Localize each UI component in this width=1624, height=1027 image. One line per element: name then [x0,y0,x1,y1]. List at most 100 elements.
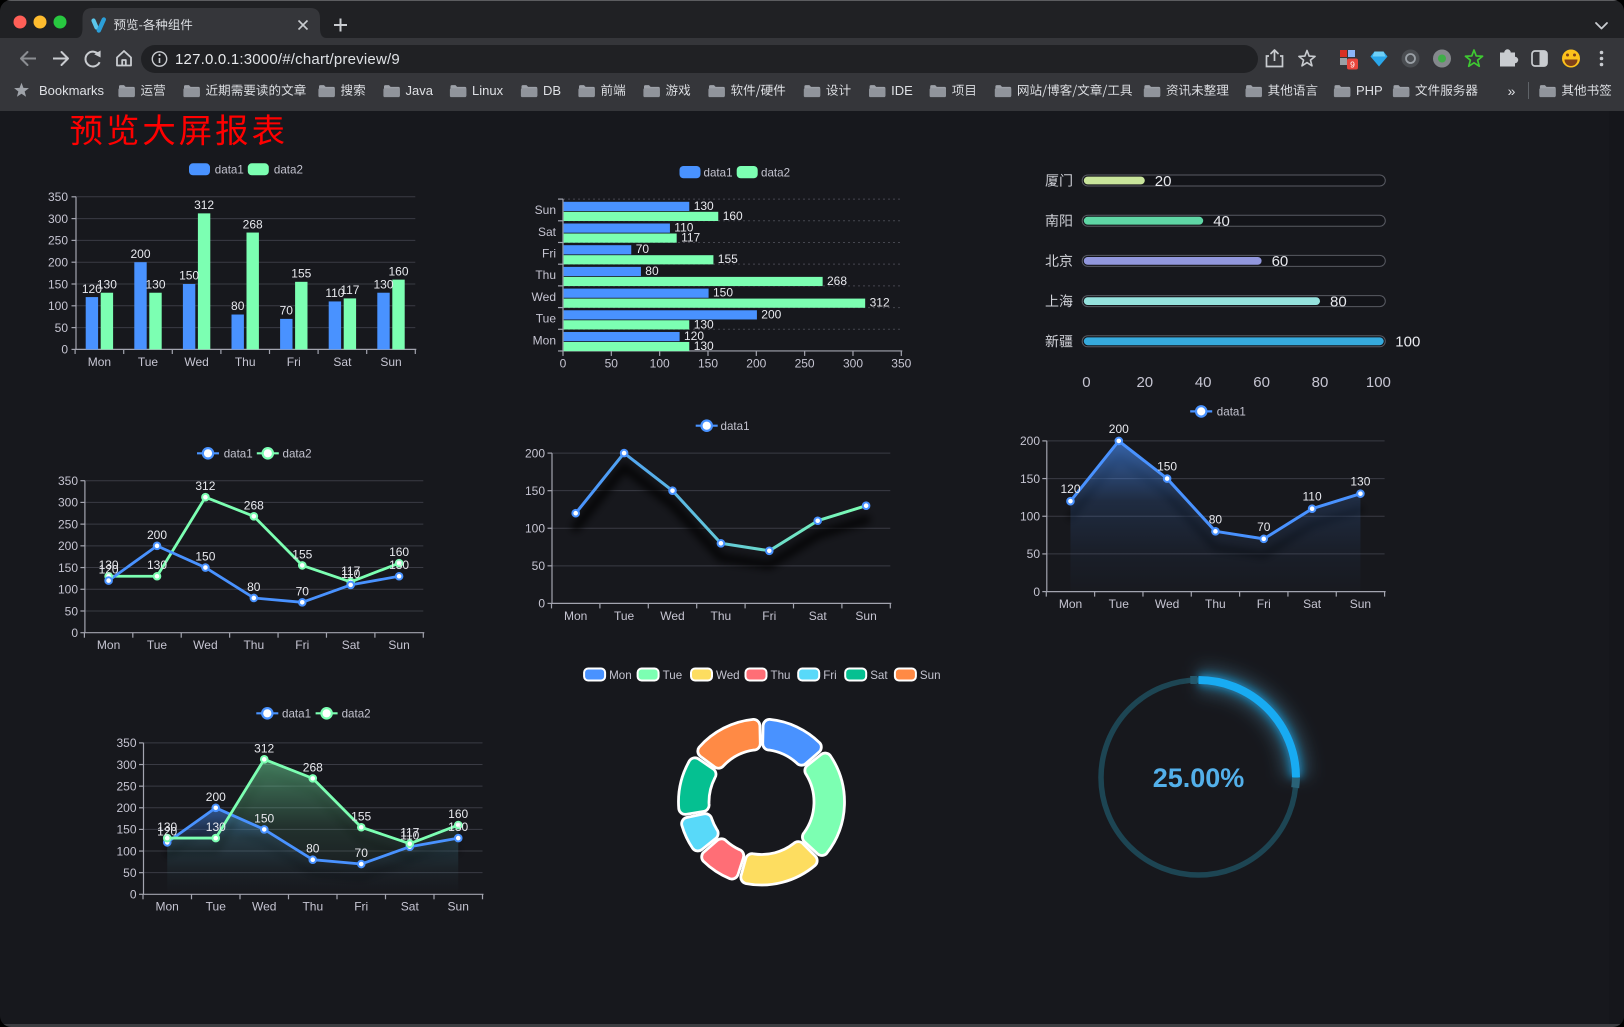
svg-text:80: 80 [1330,293,1347,310]
svg-text:130: 130 [97,277,117,291]
svg-text:150: 150 [58,561,78,575]
svg-text:Sat: Sat [342,638,361,652]
svg-text:120: 120 [99,563,119,577]
svg-text:130: 130 [206,820,226,834]
svg-text:20: 20 [1155,173,1172,190]
svg-text:130: 130 [694,317,714,331]
svg-text:312: 312 [195,479,215,493]
svg-text:200: 200 [1020,434,1040,448]
svg-text:155: 155 [291,267,311,281]
svg-text:Sat: Sat [401,900,420,914]
svg-text:Mon: Mon [156,900,179,914]
svg-text:155: 155 [292,547,312,561]
svg-text:Thu: Thu [1205,597,1226,611]
svg-text:Mon: Mon [97,638,120,652]
svg-text:130: 130 [145,277,165,291]
svg-text:268: 268 [243,217,263,231]
svg-text:Mon: Mon [1059,597,1082,611]
svg-text:312: 312 [870,296,890,310]
svg-text:160: 160 [389,545,409,559]
svg-text:350: 350 [116,736,136,750]
svg-text:100: 100 [48,299,68,313]
svg-text:Sat: Sat [809,609,828,623]
svg-text:100: 100 [525,522,545,536]
svg-text:110: 110 [674,221,693,235]
svg-text:data2: data2 [283,447,312,460]
svg-text:0: 0 [1033,585,1040,599]
svg-text:200: 200 [147,528,167,542]
svg-text:Thu: Thu [771,669,791,682]
svg-text:data2: data2 [274,163,303,176]
svg-text:Thu: Thu [235,355,256,369]
svg-text:80: 80 [247,580,261,594]
svg-text:Mon: Mon [88,355,111,369]
svg-text:268: 268 [244,498,264,512]
svg-text:Wed: Wed [716,669,740,682]
svg-text:Sun: Sun [448,900,469,914]
svg-text:250: 250 [48,234,68,248]
svg-text:80: 80 [1209,512,1223,526]
svg-text:110: 110 [400,829,419,843]
svg-text:155: 155 [718,252,738,266]
svg-text:150: 150 [195,550,215,564]
svg-text:300: 300 [48,212,68,226]
svg-text:110: 110 [325,286,344,300]
svg-text:350: 350 [58,474,78,488]
svg-text:80: 80 [645,264,659,278]
svg-text:130: 130 [99,558,119,572]
svg-text:0: 0 [71,626,78,640]
svg-text:Wed: Wed [532,290,556,304]
svg-text:data1: data1 [215,163,244,176]
svg-text:0: 0 [560,357,567,371]
svg-text:40: 40 [1195,374,1212,391]
svg-text:Tue: Tue [663,669,683,682]
svg-text:data1: data1 [1217,406,1246,419]
svg-text:100: 100 [1020,510,1040,524]
svg-text:155: 155 [351,809,371,823]
svg-text:Fri: Fri [542,247,556,261]
svg-text:130: 130 [1350,475,1370,489]
svg-text:Sun: Sun [920,669,941,682]
svg-text:Sun: Sun [1350,597,1371,611]
svg-text:200: 200 [130,247,150,261]
svg-text:80: 80 [306,842,320,856]
svg-text:Wed: Wed [660,609,684,623]
svg-text:268: 268 [827,274,847,288]
svg-text:117: 117 [340,283,359,297]
svg-text:Fri: Fri [823,669,837,682]
svg-text:Fri: Fri [1257,597,1271,611]
svg-text:312: 312 [194,198,214,212]
svg-text:100: 100 [1366,374,1391,391]
svg-text:0: 0 [61,343,68,357]
svg-text:Mon: Mon [533,333,556,347]
svg-text:100: 100 [116,844,136,858]
svg-text:160: 160 [448,807,468,821]
svg-text:130: 130 [157,820,177,834]
svg-text:Linux: Linux [472,83,504,98]
svg-text:130: 130 [694,199,714,213]
svg-text:60: 60 [1253,374,1270,391]
svg-text:70: 70 [1257,520,1271,534]
svg-text:150: 150 [179,269,199,283]
svg-text:Tue: Tue [206,900,227,914]
svg-text:350: 350 [891,357,911,371]
svg-text:350: 350 [48,190,68,204]
svg-text:268: 268 [303,760,323,774]
svg-text:Tue: Tue [1109,597,1130,611]
svg-text:0: 0 [538,597,545,611]
svg-text:120: 120 [157,824,177,838]
svg-text:130: 130 [147,558,167,572]
svg-text:160: 160 [723,209,743,223]
svg-text:Tue: Tue [138,355,159,369]
svg-text:Wed: Wed [184,355,208,369]
svg-text:Tue: Tue [614,609,635,623]
svg-text:200: 200 [206,790,226,804]
svg-text:130: 130 [694,339,714,353]
svg-text:200: 200 [746,357,766,371]
svg-text:DB: DB [543,83,561,98]
svg-text:250: 250 [58,517,78,531]
svg-text:70: 70 [280,304,294,318]
svg-text:200: 200 [116,801,136,815]
svg-text:data2: data2 [342,707,371,720]
svg-text:110: 110 [1303,490,1322,504]
